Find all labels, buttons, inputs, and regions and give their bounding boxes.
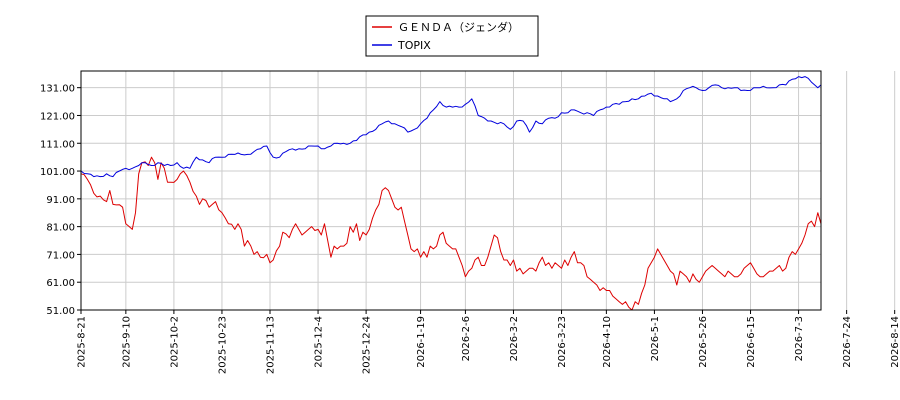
x-tick-label: 2025-10-23 <box>217 316 228 374</box>
x-tick-label: 2025-8-21 <box>77 316 88 368</box>
x-tick-label: 2025-10-2 <box>169 316 180 368</box>
y-tick-label: 131.00 <box>40 84 75 95</box>
legend-box <box>365 15 539 57</box>
x-tick-label: 2026-7-24 <box>842 316 853 368</box>
x-tick-label: 2026-6-15 <box>746 316 757 368</box>
x-tick-label: 2025-12-4 <box>314 316 325 368</box>
x-tick-label: 2025-12-24 <box>362 316 373 374</box>
y-tick-label: 61.00 <box>46 278 75 289</box>
y-axis: 51.00 61.00 71.00 81.00 91.00 101.00 111.00 121… <box>40 84 81 317</box>
x-tick-label: 2026-3-2 <box>509 316 520 361</box>
x-tick-label: 2026-7-3 <box>794 316 805 361</box>
legend-label-topix: TOPIX <box>397 39 431 52</box>
legend: ＧＥＮＤＡ（ジェンダ） TOPIX <box>365 15 539 57</box>
series-layer <box>80 76 822 311</box>
y-tick-label: 111.00 <box>40 139 75 150</box>
x-tick-label: 2026-3-23 <box>557 316 568 368</box>
plot-frame <box>80 70 822 311</box>
y-tick-label: 101.00 <box>40 167 75 178</box>
x-tick-label: 2026-1-19 <box>416 316 427 368</box>
y-tick-label: 81.00 <box>46 223 75 234</box>
series-line-topix <box>80 76 822 178</box>
y-tick-label: 51.00 <box>46 306 75 317</box>
x-tick-label: 2025-11-13 <box>266 316 277 374</box>
series-line-genda <box>80 156 822 311</box>
y-tick-label: 71.00 <box>46 250 75 261</box>
legend-label-genda: ＧＥＮＤＡ（ジェンダ） <box>398 20 519 34</box>
y-tick-label: 121.00 <box>40 111 75 122</box>
x-axis: 2025-8-21 2025-9-10 2025-10-2 2025-10-23 202… <box>77 310 900 374</box>
x-tick-label: 2026-5-26 <box>698 316 709 368</box>
x-tick-label: 2025-9-10 <box>121 316 132 368</box>
x-tick-label: 2026-2-6 <box>461 316 472 361</box>
chart-grid <box>80 71 896 311</box>
y-tick-label: 91.00 <box>46 195 75 206</box>
x-tick-label: 2026-5-1 <box>650 316 661 361</box>
x-tick-label: 2026-4-10 <box>602 316 613 368</box>
x-tick-label: 2026-8-14 <box>890 316 900 368</box>
